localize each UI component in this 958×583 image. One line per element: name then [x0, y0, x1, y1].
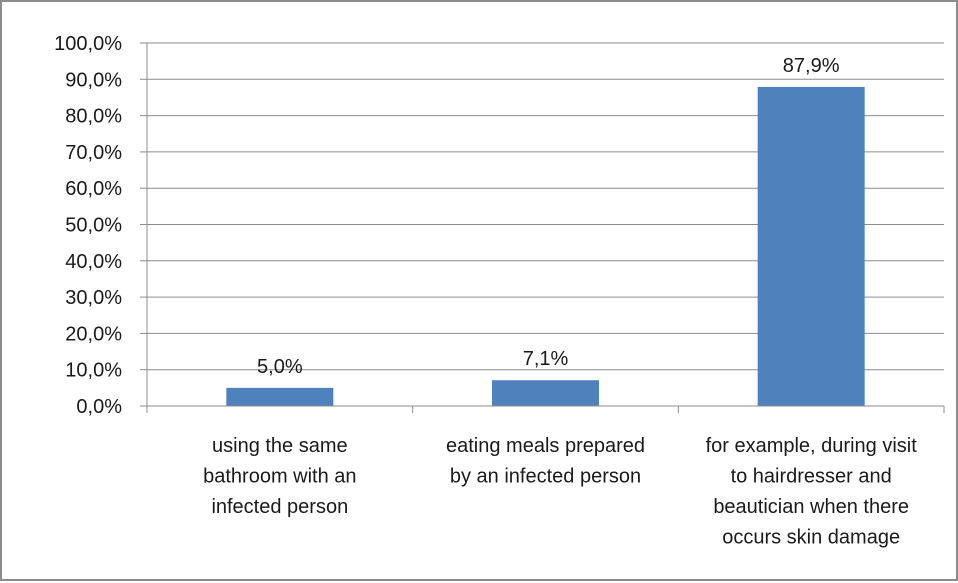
y-tick-label: 60,0%	[65, 178, 122, 200]
bar	[757, 86, 865, 406]
y-tick-label: 20,0%	[65, 323, 122, 345]
category-label-line: eating meals prepared	[446, 435, 645, 457]
x-axis-category-labels: using the same bathroom with an infected p…	[203, 435, 917, 549]
data-labels: 5,0% 7,1% 87,9%	[257, 55, 840, 378]
bar	[492, 380, 599, 406]
category-label-line: beautician when there	[713, 496, 909, 518]
y-tick-label: 0,0%	[76, 396, 122, 418]
category-label: eating meals prepared by an infected pers…	[446, 435, 645, 488]
category-label-line: infected person	[211, 496, 348, 518]
bar-data-label: 7,1%	[523, 348, 569, 370]
bar-data-label: 5,0%	[257, 356, 303, 378]
y-axis-tick-labels: 0,0% 10,0% 20,0% 30,0% 40,0% 50,0% 60,0% 70,0% 8…	[54, 33, 122, 418]
category-label: for example, during visit to hairdresser …	[706, 435, 918, 549]
y-tick-label: 90,0%	[65, 69, 122, 91]
y-tick-label: 10,0%	[65, 360, 122, 382]
y-tick-label: 80,0%	[65, 106, 122, 128]
y-tick-label: 50,0%	[65, 215, 122, 237]
category-label-line: bathroom with an	[203, 466, 356, 488]
category-label-line: to hairdresser and	[731, 466, 892, 488]
category-label-line: by an infected person	[450, 466, 641, 488]
axes	[146, 43, 945, 413]
bars	[226, 86, 865, 406]
y-tick-label: 100,0%	[54, 33, 122, 55]
y-tick-label: 70,0%	[65, 142, 122, 164]
y-tick-label: 30,0%	[65, 287, 122, 309]
category-label-line: using the same	[212, 435, 348, 457]
category-label-line: occurs skin damage	[722, 527, 900, 549]
category-label-line: for example, during visit	[706, 435, 918, 457]
category-label: using the same bathroom with an infected p…	[203, 435, 356, 518]
bar-data-label: 87,9%	[783, 55, 840, 77]
bar	[226, 387, 334, 406]
y-tick-label: 40,0%	[65, 251, 122, 273]
